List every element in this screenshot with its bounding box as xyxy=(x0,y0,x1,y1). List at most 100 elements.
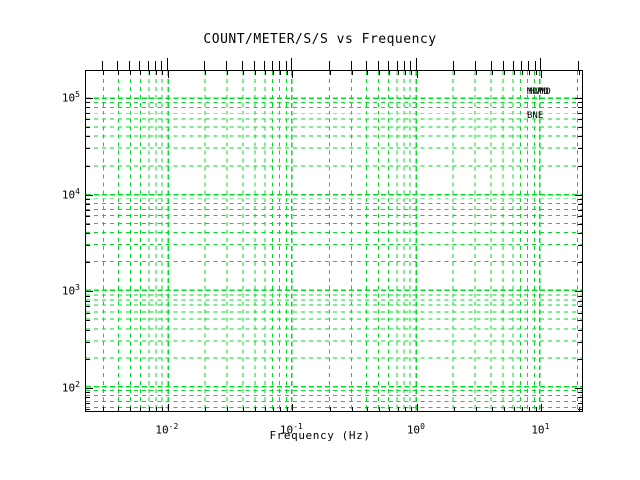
y-tick-mantissa: 10 xyxy=(61,91,76,105)
tick-mark xyxy=(86,210,90,211)
tick-mark xyxy=(514,407,515,411)
x-tick-label: 100 xyxy=(394,422,438,437)
y-tick-label: 105 xyxy=(48,90,80,105)
top-outer-tick xyxy=(397,61,398,70)
tick-mark xyxy=(86,313,90,314)
tick-mark xyxy=(118,407,119,411)
y-tick-label: 104 xyxy=(48,187,80,202)
top-outer-tick xyxy=(155,61,156,70)
tick-mark xyxy=(140,71,141,75)
tick-mark xyxy=(578,199,582,200)
tick-mark xyxy=(86,107,90,108)
tick-mark xyxy=(255,71,256,75)
x-tick-exponent: 1 xyxy=(544,422,550,431)
tick-mark xyxy=(86,306,90,307)
tick-mark xyxy=(578,224,582,225)
tick-mark xyxy=(330,71,331,75)
tick-mark xyxy=(280,71,281,75)
top-outer-tick xyxy=(366,61,367,70)
annotation-row-1: MVMO HVMO xyxy=(527,87,560,97)
tick-mark xyxy=(367,407,368,411)
tick-mark xyxy=(227,71,228,75)
tick-mark xyxy=(417,404,418,411)
tick-mark xyxy=(280,407,281,411)
tick-mark xyxy=(273,407,274,411)
tick-mark xyxy=(86,245,90,246)
tick-mark xyxy=(575,98,582,99)
tick-mark xyxy=(578,403,582,404)
tick-mark xyxy=(86,199,90,200)
y-tick-mantissa: 10 xyxy=(61,188,76,202)
tick-mark xyxy=(541,404,542,411)
top-outer-tick xyxy=(351,61,352,70)
tick-mark xyxy=(265,71,266,75)
tick-mark xyxy=(149,407,150,411)
tick-mark xyxy=(86,291,93,292)
tick-mark xyxy=(575,388,582,389)
tick-mark xyxy=(130,407,131,411)
grid-lines xyxy=(86,71,582,411)
top-outer-tick xyxy=(388,61,389,70)
x-tick-label: 10-2 xyxy=(145,422,189,437)
x-tick-exponent: 0 xyxy=(420,422,425,431)
tick-mark xyxy=(287,71,288,75)
tick-mark xyxy=(162,71,163,75)
tick-mark xyxy=(578,301,582,302)
tick-mark xyxy=(86,397,90,398)
tick-mark xyxy=(168,404,169,411)
top-outer-tick xyxy=(410,61,411,70)
top-outer-tick xyxy=(453,61,454,70)
tick-mark xyxy=(367,71,368,75)
tick-mark xyxy=(162,407,163,411)
top-outer-tick xyxy=(513,61,514,70)
tick-mark xyxy=(411,71,412,75)
top-outer-tick xyxy=(102,61,103,70)
tick-mark xyxy=(578,119,582,120)
tick-mark xyxy=(454,71,455,75)
tick-mark xyxy=(578,210,582,211)
top-outer-tick xyxy=(129,61,130,70)
tick-mark xyxy=(578,330,582,331)
tick-mark xyxy=(156,71,157,75)
x-tick-mantissa: 10 xyxy=(406,423,421,437)
tick-mark xyxy=(330,407,331,411)
tick-mark xyxy=(86,233,90,234)
top-outer-tick xyxy=(503,61,504,70)
y-tick-exponent: 2 xyxy=(75,379,80,389)
tick-mark xyxy=(156,407,157,411)
tick-mark xyxy=(522,407,523,411)
tick-mark xyxy=(579,71,580,75)
top-outer-tick xyxy=(148,61,149,70)
tick-mark xyxy=(541,71,542,78)
annotation-bne: BNE xyxy=(527,111,544,121)
tick-mark xyxy=(504,407,505,411)
tick-mark xyxy=(578,148,582,149)
tick-mark xyxy=(578,392,582,393)
x-tick-mantissa: 10 xyxy=(531,423,545,437)
tick-mark xyxy=(389,71,390,75)
tick-mark xyxy=(411,407,412,411)
top-outer-tick xyxy=(491,61,492,70)
tick-mark xyxy=(536,407,537,411)
tick-mark xyxy=(529,407,530,411)
top-outer-tick xyxy=(416,58,417,70)
tick-mark xyxy=(86,195,93,196)
top-outer-tick xyxy=(204,61,205,70)
tick-mark xyxy=(405,407,406,411)
tick-mark xyxy=(86,119,90,120)
y-tick-mantissa: 10 xyxy=(61,284,76,298)
tick-mark xyxy=(417,71,418,78)
tick-mark xyxy=(86,392,90,393)
tick-mark xyxy=(86,359,90,360)
x-tick-exponent: -1 xyxy=(293,422,303,431)
x-tick-exponent: -2 xyxy=(168,422,179,431)
x-tick-label: 10-1 xyxy=(269,422,313,437)
y-tick-mantissa: 10 xyxy=(61,381,76,395)
tick-mark xyxy=(578,166,582,167)
tick-mark xyxy=(476,407,477,411)
x-axis-title: Frequency (Hz) xyxy=(269,429,371,442)
top-outer-tick xyxy=(272,61,273,70)
top-outer-tick xyxy=(475,61,476,70)
annotation-hvmo: HVMO xyxy=(529,87,551,97)
